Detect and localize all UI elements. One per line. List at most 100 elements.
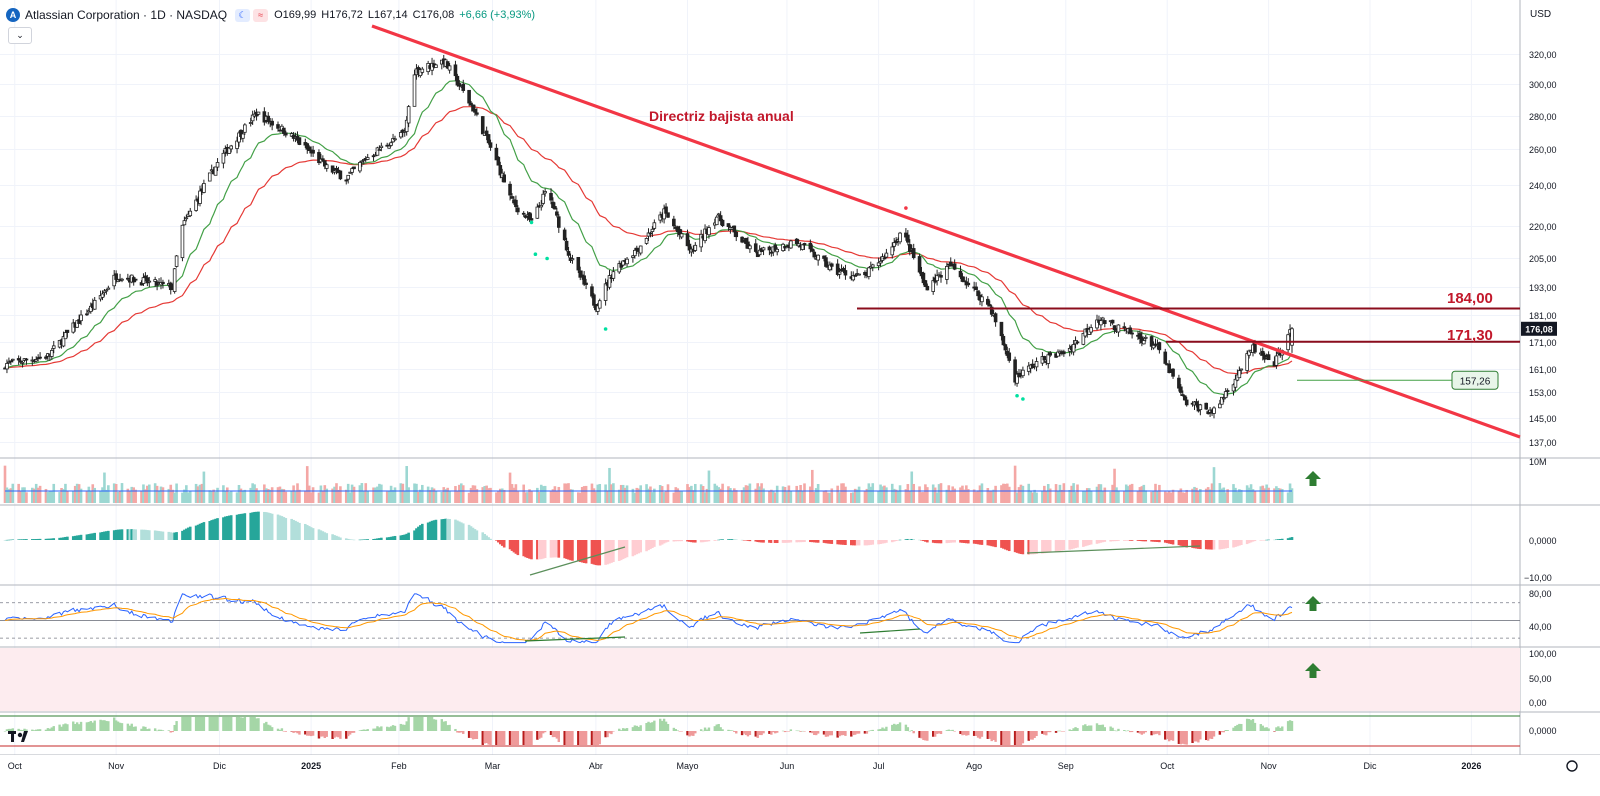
candle bbox=[789, 240, 793, 249]
macd-bar bbox=[988, 540, 992, 546]
macd-bar bbox=[1181, 540, 1185, 547]
macd-bar bbox=[967, 540, 970, 544]
macd-bar bbox=[48, 538, 52, 540]
bottom-bar bbox=[446, 725, 449, 731]
volume-bar bbox=[249, 487, 252, 503]
bottom-bar bbox=[1049, 731, 1052, 733]
wave-icon[interactable]: ≈ bbox=[253, 8, 269, 22]
candle bbox=[102, 290, 107, 293]
macd-bar bbox=[814, 540, 818, 543]
volume-bar bbox=[499, 488, 502, 503]
bottom-bar bbox=[475, 731, 479, 740]
candle bbox=[358, 162, 362, 172]
macd-bar bbox=[635, 540, 639, 555]
bottom-bar bbox=[869, 730, 872, 731]
volume-bar bbox=[87, 486, 91, 503]
macd-bar bbox=[1144, 540, 1148, 542]
volume-bar bbox=[46, 492, 50, 503]
candle bbox=[672, 218, 676, 227]
volume-bar bbox=[703, 492, 707, 503]
bottom-bar bbox=[278, 729, 282, 731]
candle bbox=[475, 112, 479, 115]
volume-bar bbox=[337, 489, 340, 503]
stoch-background bbox=[0, 648, 1520, 711]
macd-bar bbox=[1199, 540, 1202, 550]
volume-bar bbox=[378, 483, 381, 503]
volume-bar bbox=[146, 485, 149, 503]
settings-gear-icon[interactable] bbox=[1566, 760, 1578, 772]
macd-bar bbox=[11, 539, 15, 540]
macd-bar bbox=[1179, 540, 1183, 546]
volume-bar bbox=[253, 484, 256, 503]
macd-bar bbox=[773, 540, 777, 543]
volume-bar bbox=[270, 487, 274, 503]
bottom-bar bbox=[606, 731, 609, 738]
bottom-bar bbox=[1076, 728, 1079, 731]
signal-dot bbox=[529, 220, 534, 225]
bottom-bar bbox=[267, 724, 270, 731]
time-tick-label: Mayo bbox=[676, 761, 698, 771]
bottom-bar bbox=[118, 722, 122, 731]
macd-bar bbox=[742, 540, 746, 541]
macd-bar bbox=[910, 538, 914, 540]
bottom-bar bbox=[1177, 731, 1181, 744]
moon-icon[interactable]: ☾ bbox=[235, 8, 251, 22]
candle bbox=[239, 129, 243, 137]
bottom-bar bbox=[514, 731, 518, 745]
volume-bar bbox=[965, 485, 968, 503]
candle bbox=[174, 255, 179, 267]
candle bbox=[44, 356, 48, 359]
bottom-bar bbox=[1099, 724, 1103, 731]
macd-bar bbox=[483, 534, 486, 540]
bottom-bar bbox=[93, 720, 96, 731]
volume-bar bbox=[75, 483, 79, 503]
volume-bar bbox=[1195, 487, 1198, 503]
bottom-bar bbox=[569, 731, 572, 745]
candle bbox=[529, 218, 534, 221]
macd-bar bbox=[99, 532, 102, 540]
bottom-bar bbox=[959, 731, 962, 734]
volume-bar bbox=[1286, 492, 1290, 503]
bottom-bar bbox=[257, 718, 260, 731]
bottom-bar bbox=[713, 726, 716, 731]
bottom-bar bbox=[1088, 725, 1091, 731]
macd-bar bbox=[678, 540, 681, 542]
macd-bar bbox=[79, 534, 83, 540]
symbol-title[interactable]: Atlassian Corporation · 1D · NASDAQ bbox=[25, 8, 228, 22]
volume-bar bbox=[770, 489, 773, 503]
collapse-legend-button[interactable]: ⌄ bbox=[8, 27, 32, 44]
candle bbox=[114, 273, 118, 280]
volume-bar bbox=[939, 483, 943, 503]
volume-bar bbox=[746, 485, 750, 503]
candle bbox=[141, 277, 146, 284]
macd-bar bbox=[202, 522, 206, 540]
volume-bar bbox=[896, 491, 900, 503]
volume-bar bbox=[797, 490, 800, 503]
candle bbox=[802, 243, 807, 246]
bottom-bar bbox=[159, 729, 163, 731]
bottom-bar bbox=[756, 731, 759, 738]
bottom-bar bbox=[731, 730, 734, 731]
bottom-bar bbox=[208, 717, 211, 731]
ohlc-close: C176,08 bbox=[412, 9, 455, 21]
volume-bar bbox=[842, 483, 845, 503]
candle bbox=[1128, 327, 1132, 334]
volume-bar bbox=[853, 488, 857, 503]
macd-bar bbox=[1035, 540, 1038, 554]
macd-bar bbox=[920, 540, 923, 541]
candle bbox=[469, 102, 473, 106]
bottom-bar bbox=[620, 730, 623, 731]
currency-label[interactable]: USD bbox=[1530, 8, 1552, 20]
macd-bar bbox=[530, 540, 533, 560]
bottom-bar bbox=[635, 725, 638, 731]
candle bbox=[720, 219, 725, 227]
ohlc-open: O169,99 bbox=[274, 9, 317, 21]
volume-bar bbox=[580, 487, 584, 503]
bottom-bar bbox=[772, 731, 775, 733]
candle bbox=[488, 142, 493, 148]
candle bbox=[1110, 319, 1115, 324]
volume-bar bbox=[502, 489, 506, 503]
bottom-bar bbox=[645, 723, 648, 731]
volume-bar bbox=[701, 486, 705, 503]
